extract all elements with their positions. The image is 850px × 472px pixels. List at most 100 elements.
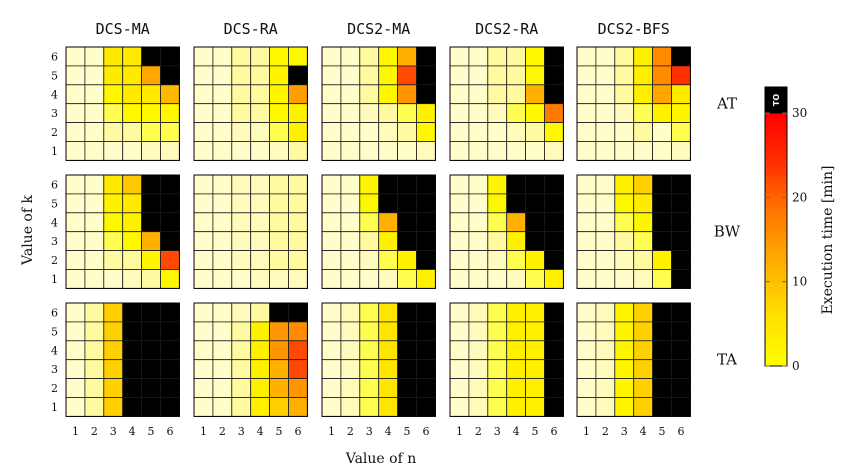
y-tick-label: 4: [51, 344, 58, 357]
heatmap-cell: [321, 84, 342, 105]
y-tick-label: 5: [51, 69, 58, 82]
heatmap-cell: [212, 397, 233, 417]
heatmap-cell: [269, 84, 289, 105]
heatmap-cell: [340, 212, 361, 233]
heatmap-cell: [212, 193, 233, 214]
x-tick-label: 4: [513, 425, 520, 438]
heatmap-cell: [595, 65, 616, 86]
heatmap-cell: [141, 340, 161, 361]
heatmap-cell: [193, 103, 214, 123]
heatmap-cell: [65, 174, 86, 195]
heatmap-cell: [250, 340, 270, 361]
heatmap-cell: [359, 212, 380, 233]
heatmap-cell: [84, 84, 105, 105]
heatmap-cell: [671, 46, 691, 67]
heatmap-cell: [122, 84, 142, 105]
heatmap-cell: [576, 250, 597, 270]
heatmap-cell: [525, 269, 545, 289]
x-tick-label: 5: [148, 425, 155, 438]
heatmap-cell: [103, 359, 124, 380]
heatmap-cell: [525, 250, 545, 270]
heatmap-cell: [614, 193, 635, 214]
heatmap-cell: [544, 231, 564, 251]
heatmap-cell: [595, 46, 616, 67]
heatmap-cell: [122, 397, 142, 417]
x-tick-label: 6: [550, 425, 557, 438]
y-axis-title: Value of k: [20, 195, 36, 266]
heatmap-cell: [122, 231, 142, 251]
x-tick-label: 5: [404, 425, 411, 438]
heatmap-cell: [652, 141, 672, 161]
heatmap-cell: [487, 397, 508, 417]
heatmap-cell: [288, 212, 308, 233]
x-tick-label: 2: [602, 425, 609, 438]
heatmap-cell: [269, 269, 289, 289]
heatmap-cell: [487, 378, 508, 398]
heatmap-cell: [321, 250, 342, 270]
heatmap-cell: [288, 103, 308, 123]
heatmap-cell: [288, 269, 308, 289]
heatmap-cell: [231, 340, 252, 361]
heatmap-cell: [506, 193, 527, 214]
heatmap-cell: [340, 193, 361, 214]
heatmap-cell: [671, 340, 691, 361]
heatmap-cell: [103, 250, 124, 270]
heatmap-cell: [468, 193, 489, 214]
heatmap-cell: [250, 122, 270, 142]
heatmap-cell: [250, 193, 270, 214]
heatmap-cell: [231, 174, 252, 195]
heatmap-cell: [340, 65, 361, 86]
heatmap-cell: [231, 269, 252, 289]
panel-frame: [65, 302, 180, 417]
heatmap-cell: [288, 378, 308, 398]
heatmap-cell: [506, 84, 527, 105]
heatmap-cell: [576, 103, 597, 123]
heatmap-cell: [487, 122, 508, 142]
heatmap-cell: [506, 359, 527, 380]
heatmap-cell: [378, 321, 399, 342]
heatmap-cell: [340, 103, 361, 123]
panel-frame: [449, 302, 564, 417]
heatmap-cell: [416, 397, 436, 417]
heatmap-cell: [250, 103, 270, 123]
heatmap-cell: [633, 321, 654, 342]
heatmap-cell: [468, 65, 489, 86]
heatmap-cell: [359, 250, 380, 270]
y-tick-label: 2: [51, 382, 58, 395]
x-tick-label: 2: [219, 425, 226, 438]
heatmap-cell: [468, 321, 489, 342]
heatmap-cell: [576, 378, 597, 398]
heatmap-cell: [449, 141, 470, 161]
heatmap-cell: [321, 174, 342, 195]
heatmap-cell: [212, 84, 233, 105]
heatmap-cell: [122, 359, 142, 380]
x-axis-title: Value of n: [345, 451, 416, 467]
heatmap-cell: [212, 141, 233, 161]
heatmap-cell: [614, 212, 635, 233]
heatmap-cell: [506, 174, 527, 195]
heatmap-cell: [487, 65, 508, 86]
heatmap-cell: [468, 378, 489, 398]
heatmap-cell: [321, 378, 342, 398]
heatmap-cell: [103, 269, 124, 289]
heatmap-cell: [449, 193, 470, 214]
heatmap-cell: [250, 359, 270, 380]
heatmap-cell: [160, 340, 180, 361]
heatmap-cell: [506, 65, 527, 86]
heatmap-cell: [449, 378, 470, 398]
heatmap-cell: [231, 212, 252, 233]
heatmap-cell: [340, 250, 361, 270]
heatmap-cell: [122, 321, 142, 342]
heatmap-cell: [576, 193, 597, 214]
x-tick-label: 1: [200, 425, 207, 438]
heatmap-cell: [397, 174, 417, 195]
heatmap-cell: [340, 46, 361, 67]
heatmap-cell: [614, 250, 635, 270]
heatmap-cell: [652, 302, 672, 323]
heatmap-cell: [525, 359, 545, 380]
panel-frame: [65, 174, 180, 289]
y-tick-label: 6: [51, 306, 58, 319]
heatmap-cell: [359, 141, 380, 161]
y-tick-label: 1: [51, 145, 58, 158]
